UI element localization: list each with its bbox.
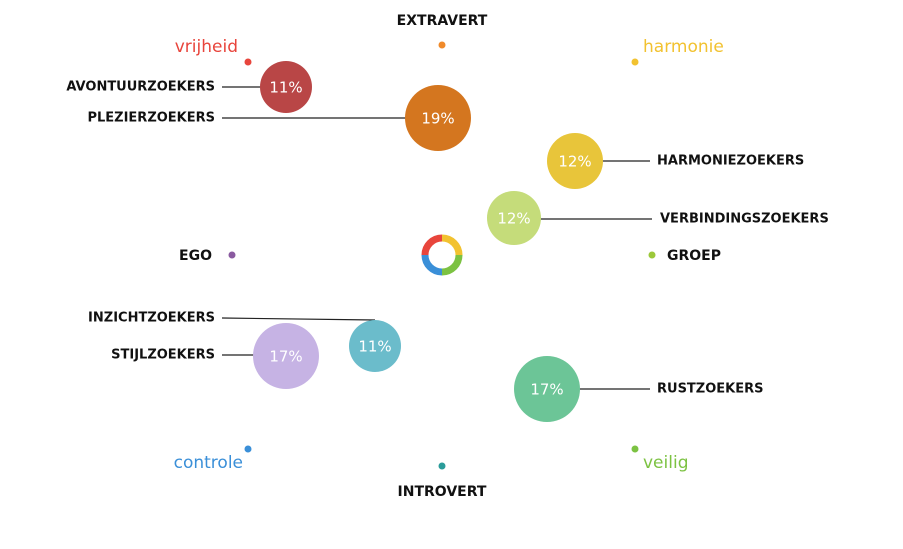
segment-label: AVONTUURZOEKERS — [66, 80, 215, 95]
bubble — [514, 356, 580, 422]
bubble — [260, 61, 312, 113]
bubble-share: 17% — [530, 381, 563, 399]
corner-label: vrijheid — [175, 37, 238, 57]
bubble — [547, 133, 603, 189]
center-ring — [421, 234, 463, 276]
segment-label: INZICHTZOEKERS — [88, 311, 215, 326]
bubble — [405, 85, 471, 151]
bubble-share: 19% — [421, 110, 454, 128]
corner-label: harmonie — [643, 37, 724, 57]
axis-label: GROEP — [667, 248, 721, 264]
leader-line — [221, 317, 376, 321]
bubble-share: 12% — [497, 210, 530, 228]
bubble-share: 11% — [269, 79, 302, 97]
segment-label: RUSTZOEKERS — [657, 382, 763, 397]
segment-label: PLEZIERZOEKERS — [87, 111, 215, 126]
axis-label: EGO — [179, 248, 212, 264]
corner-label: veilig — [643, 453, 688, 473]
bubble — [253, 323, 319, 389]
segment-label: STIJLZOEKERS — [111, 348, 215, 363]
bubble — [487, 191, 541, 245]
corner-label: controle — [174, 453, 243, 473]
axis-label: INTROVERT — [398, 484, 487, 500]
bubble-share: 11% — [358, 338, 391, 356]
segment-label: VERBINDINGSZOEKERS — [660, 212, 829, 227]
bubble-share: 12% — [558, 153, 591, 171]
bubble — [349, 320, 401, 372]
segment-label: HARMONIEZOEKERS — [657, 154, 804, 169]
axis-label: EXTRAVERT — [397, 13, 488, 29]
bubble-share: 17% — [269, 348, 302, 366]
